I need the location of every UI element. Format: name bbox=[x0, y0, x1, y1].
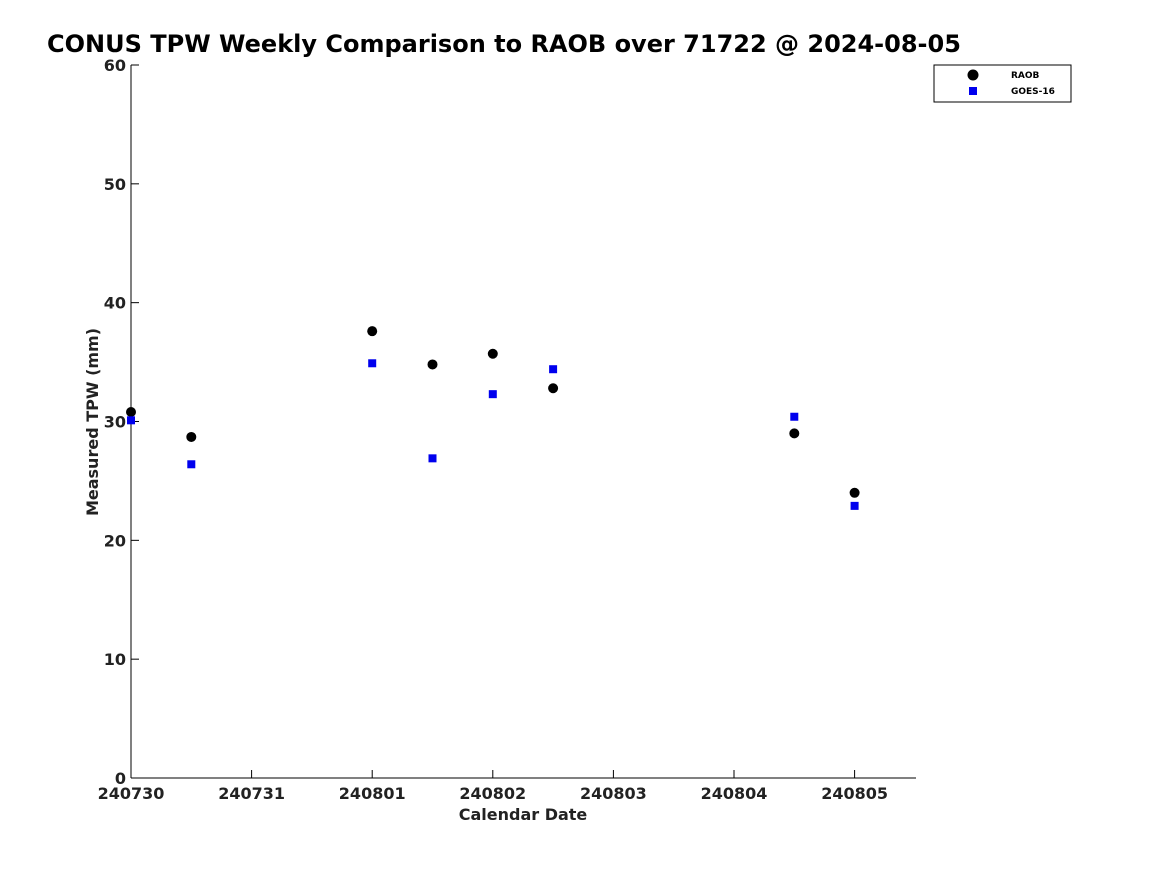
legend-label-goes16: GOES-16 bbox=[1011, 87, 1055, 97]
point-raob bbox=[427, 359, 438, 370]
point-goes16 bbox=[850, 501, 859, 510]
point-raob bbox=[126, 406, 136, 417]
legend-label-raob: RAOB bbox=[1011, 71, 1040, 81]
point-raob bbox=[487, 348, 498, 359]
point-goes16 bbox=[368, 359, 377, 368]
legend: RAOB GOES-16 bbox=[933, 64, 1072, 103]
x-tick-label: 240731 bbox=[218, 784, 285, 803]
x-axis-label: Calendar Date bbox=[459, 805, 588, 824]
point-goes16 bbox=[127, 416, 135, 425]
point-goes16 bbox=[187, 460, 196, 469]
y-axis-label: Measured TPW (mm) bbox=[83, 328, 102, 516]
y-tick-label: 10 bbox=[104, 650, 126, 669]
data-marks bbox=[126, 326, 860, 510]
legend-marker-raob bbox=[967, 69, 979, 81]
point-raob bbox=[186, 431, 197, 442]
point-goes16 bbox=[790, 412, 799, 421]
y-tick-label: 30 bbox=[104, 413, 126, 432]
y-tick-label: 60 bbox=[104, 56, 126, 75]
x-tick-label: 240802 bbox=[459, 784, 526, 803]
x-tick-label: 240730 bbox=[98, 784, 165, 803]
point-raob bbox=[789, 428, 800, 439]
point-raob bbox=[367, 326, 378, 337]
y-tick-label: 40 bbox=[104, 294, 126, 313]
y-tick-label: 0 bbox=[115, 769, 126, 788]
x-tick-label: 240801 bbox=[339, 784, 406, 803]
axes: 0 10 20 30 40 50 60 240730 240731 240801 240802 240… bbox=[98, 56, 916, 803]
point-raob bbox=[849, 487, 860, 498]
x-tick-label: 240805 bbox=[821, 784, 888, 803]
x-tick-label: 240803 bbox=[580, 784, 647, 803]
legend-box bbox=[933, 64, 1072, 103]
point-raob bbox=[548, 383, 559, 394]
point-goes16 bbox=[549, 365, 558, 374]
x-tick-label: 240804 bbox=[701, 784, 768, 803]
point-goes16 bbox=[428, 454, 437, 463]
y-tick-label: 50 bbox=[104, 175, 126, 194]
chart-title: CONUS TPW Weekly Comparison to RAOB over… bbox=[47, 30, 961, 58]
point-goes16 bbox=[488, 390, 497, 399]
y-tick-label: 20 bbox=[104, 531, 126, 550]
legend-marker-goes16 bbox=[969, 87, 977, 95]
